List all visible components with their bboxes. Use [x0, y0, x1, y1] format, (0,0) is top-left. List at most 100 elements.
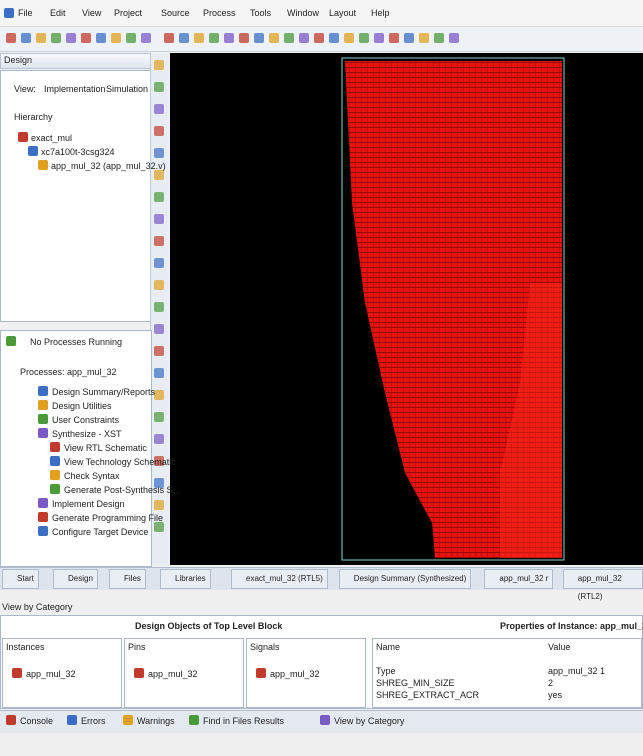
- view-label: View:: [14, 84, 36, 94]
- console-tab[interactable]: View by Category: [334, 716, 404, 726]
- menu-item[interactable]: Help: [371, 8, 390, 18]
- side-button[interactable]: [154, 434, 164, 444]
- list-item[interactable]: app_mul_32: [148, 669, 198, 679]
- process-item[interactable]: Design Utilities: [52, 401, 112, 411]
- toolbar-button[interactable]: [126, 33, 136, 43]
- toolbar-button[interactable]: [51, 33, 61, 43]
- toolbar-button[interactable]: [344, 33, 354, 43]
- view-option[interactable]: Simulation: [106, 84, 148, 94]
- process-item[interactable]: Configure Target Device: [52, 527, 148, 537]
- toolbar-button[interactable]: [194, 33, 204, 43]
- toolbar-button[interactable]: [21, 33, 31, 43]
- property-cell: app_mul_32 1: [548, 666, 605, 676]
- toolbar-button[interactable]: [329, 33, 339, 43]
- toolbar-button[interactable]: [284, 33, 294, 43]
- hierarchy-label: Hierarchy: [14, 112, 53, 122]
- console-tab-icon: [123, 715, 133, 725]
- toolbar-button[interactable]: [111, 33, 121, 43]
- process-icon: [38, 400, 48, 410]
- side-button[interactable]: [154, 302, 164, 312]
- process-item[interactable]: Generate Post-Synthesis S...: [64, 485, 180, 495]
- toolbar-button[interactable]: [269, 33, 279, 43]
- side-button[interactable]: [154, 368, 164, 378]
- side-button[interactable]: [154, 148, 164, 158]
- side-button[interactable]: [154, 346, 164, 356]
- side-button[interactable]: [154, 82, 164, 92]
- toolbar-button[interactable]: [96, 33, 106, 43]
- side-button[interactable]: [154, 126, 164, 136]
- side-button[interactable]: [154, 500, 164, 510]
- toolbar-button[interactable]: [66, 33, 76, 43]
- tree-item[interactable]: exact_mul: [31, 133, 72, 143]
- menu-item[interactable]: Layout: [329, 8, 356, 18]
- menu-item[interactable]: Process: [203, 8, 236, 18]
- process-item[interactable]: Check Syntax: [64, 471, 120, 481]
- toolbar-button[interactable]: [6, 33, 16, 43]
- console-tab[interactable]: Console: [20, 716, 53, 726]
- list-item[interactable]: app_mul_32: [270, 669, 320, 679]
- view-option[interactable]: Implementation: [44, 84, 106, 94]
- document-tab[interactable]: exact_mul_32 (RTL5): [231, 569, 328, 589]
- panel-tab[interactable]: Design: [53, 569, 98, 589]
- side-button[interactable]: [154, 390, 164, 400]
- properties-title: Properties of Instance: app_mul_32: [500, 621, 643, 631]
- toolbar-button[interactable]: [239, 33, 249, 43]
- toolbar-button[interactable]: [419, 33, 429, 43]
- side-button[interactable]: [154, 192, 164, 202]
- toolbar-button[interactable]: [81, 33, 91, 43]
- menu-item[interactable]: View: [82, 8, 101, 18]
- panel-tab[interactable]: Start: [2, 569, 39, 589]
- menu-item[interactable]: Tools: [250, 8, 271, 18]
- toolbar-button[interactable]: [299, 33, 309, 43]
- process-item[interactable]: Design Summary/Reports: [52, 387, 155, 397]
- side-button[interactable]: [154, 60, 164, 70]
- process-item[interactable]: View Technology Schematic: [64, 457, 176, 467]
- console-tab[interactable]: Warnings: [137, 716, 175, 726]
- process-item[interactable]: User Constraints: [52, 415, 119, 425]
- menu-item[interactable]: Edit: [50, 8, 66, 18]
- panel-tab[interactable]: Libraries: [160, 569, 211, 589]
- menu-item[interactable]: Source: [161, 8, 190, 18]
- tree-item[interactable]: app_mul_32 (app_mul_32.v): [51, 161, 166, 171]
- menu-item[interactable]: Window: [287, 8, 319, 18]
- menu-item[interactable]: File: [18, 8, 33, 18]
- panel-tab[interactable]: Files: [109, 569, 146, 589]
- side-button[interactable]: [154, 280, 164, 290]
- toolbar-button[interactable]: [404, 33, 414, 43]
- process-icon: [38, 386, 48, 396]
- side-button[interactable]: [154, 214, 164, 224]
- process-item[interactable]: Generate Programming File: [52, 513, 163, 523]
- process-icon: [38, 414, 48, 424]
- toolbar-button[interactable]: [209, 33, 219, 43]
- toolbar-button[interactable]: [141, 33, 151, 43]
- side-button[interactable]: [154, 258, 164, 268]
- list-item[interactable]: app_mul_32: [26, 669, 76, 679]
- process-item[interactable]: Implement Design: [52, 499, 125, 509]
- process-item[interactable]: Synthesize - XST: [52, 429, 122, 439]
- toolbar-button[interactable]: [179, 33, 189, 43]
- toolbar-button[interactable]: [359, 33, 369, 43]
- side-button[interactable]: [154, 170, 164, 180]
- toolbar-button[interactable]: [164, 33, 174, 43]
- side-button[interactable]: [154, 324, 164, 334]
- toolbar-button[interactable]: [314, 33, 324, 43]
- toolbar-button[interactable]: [224, 33, 234, 43]
- document-tab[interactable]: app_mul_32 (RTL2): [563, 569, 643, 589]
- side-button[interactable]: [154, 412, 164, 422]
- tree-item[interactable]: xc7a100t-3csg324: [41, 147, 115, 157]
- toolbar-button[interactable]: [374, 33, 384, 43]
- document-tab[interactable]: Design Summary (Synthesized): [339, 569, 471, 589]
- side-button[interactable]: [154, 104, 164, 114]
- process-item[interactable]: View RTL Schematic: [64, 443, 147, 453]
- console-tab[interactable]: Find in Files Results: [203, 716, 284, 726]
- toolbar-button[interactable]: [36, 33, 46, 43]
- toolbar-button[interactable]: [389, 33, 399, 43]
- side-button[interactable]: [154, 236, 164, 246]
- toolbar-button[interactable]: [434, 33, 444, 43]
- side-button[interactable]: [154, 522, 164, 532]
- document-tab[interactable]: app_mul_32 r: [484, 569, 553, 589]
- menu-item[interactable]: Project: [114, 8, 142, 18]
- toolbar-button[interactable]: [254, 33, 264, 43]
- console-tab[interactable]: Errors: [81, 716, 106, 726]
- toolbar-button[interactable]: [449, 33, 459, 43]
